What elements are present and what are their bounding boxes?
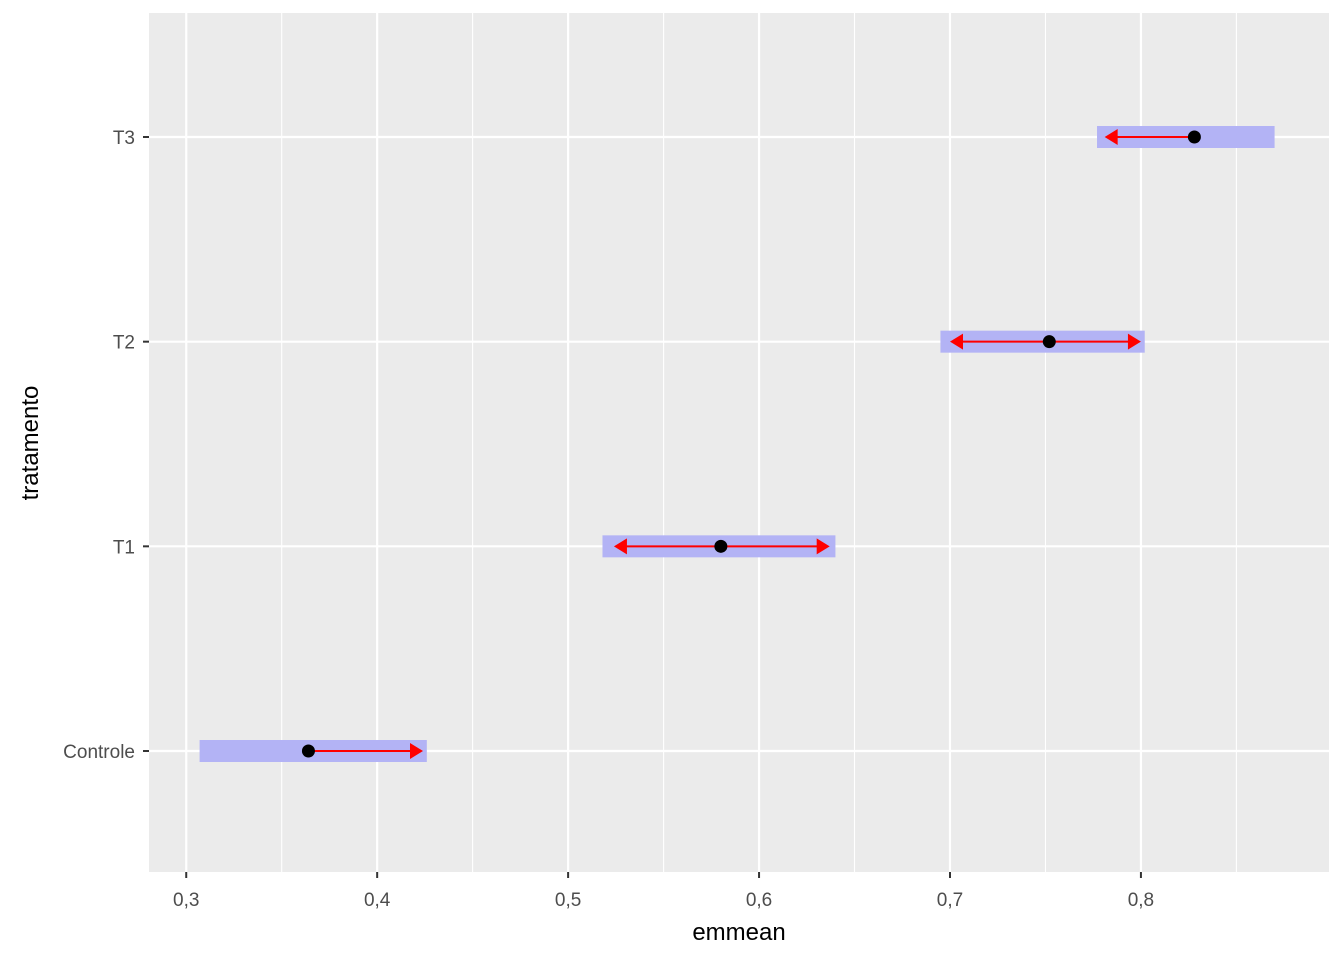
x-tick-label: 0,3	[173, 890, 199, 911]
x-tick-label: 0,7	[937, 890, 963, 911]
emmean-point	[714, 539, 728, 553]
emmean-point	[301, 744, 315, 758]
y-tick-label: Controle	[63, 742, 135, 763]
x-axis: 0,3 0,4 0,5 0,6 0,7 0,8	[173, 872, 1154, 911]
comparison-arrow-head-left	[613, 538, 627, 555]
y-axis: Controle T1 T2 T3	[63, 128, 149, 763]
y-axis-title: tratamento	[17, 386, 44, 501]
x-tick-label: 0,6	[746, 890, 772, 911]
comparison-arrow-head-right	[1127, 333, 1141, 350]
comparison-arrow-head-left	[1104, 129, 1118, 145]
plot-panel	[149, 13, 1329, 872]
y-tick-label: T3	[113, 128, 135, 149]
x-axis-title: emmean	[692, 919, 785, 946]
minor-gridlines	[281, 13, 1237, 872]
comparison-arrow-head-right	[816, 538, 830, 555]
comparison-arrow-head-right	[409, 743, 423, 759]
emmean-point	[1187, 130, 1201, 144]
y-tick-label: T1	[113, 537, 135, 558]
emmean-point	[1042, 335, 1056, 349]
x-tick-label: 0,8	[1128, 890, 1154, 911]
data-marks	[199, 126, 1275, 762]
y-tick-label: T2	[113, 333, 135, 354]
x-tick-label: 0,5	[555, 890, 581, 911]
comparison-arrow-head-left	[949, 333, 963, 350]
x-tick-label: 0,4	[364, 890, 391, 911]
